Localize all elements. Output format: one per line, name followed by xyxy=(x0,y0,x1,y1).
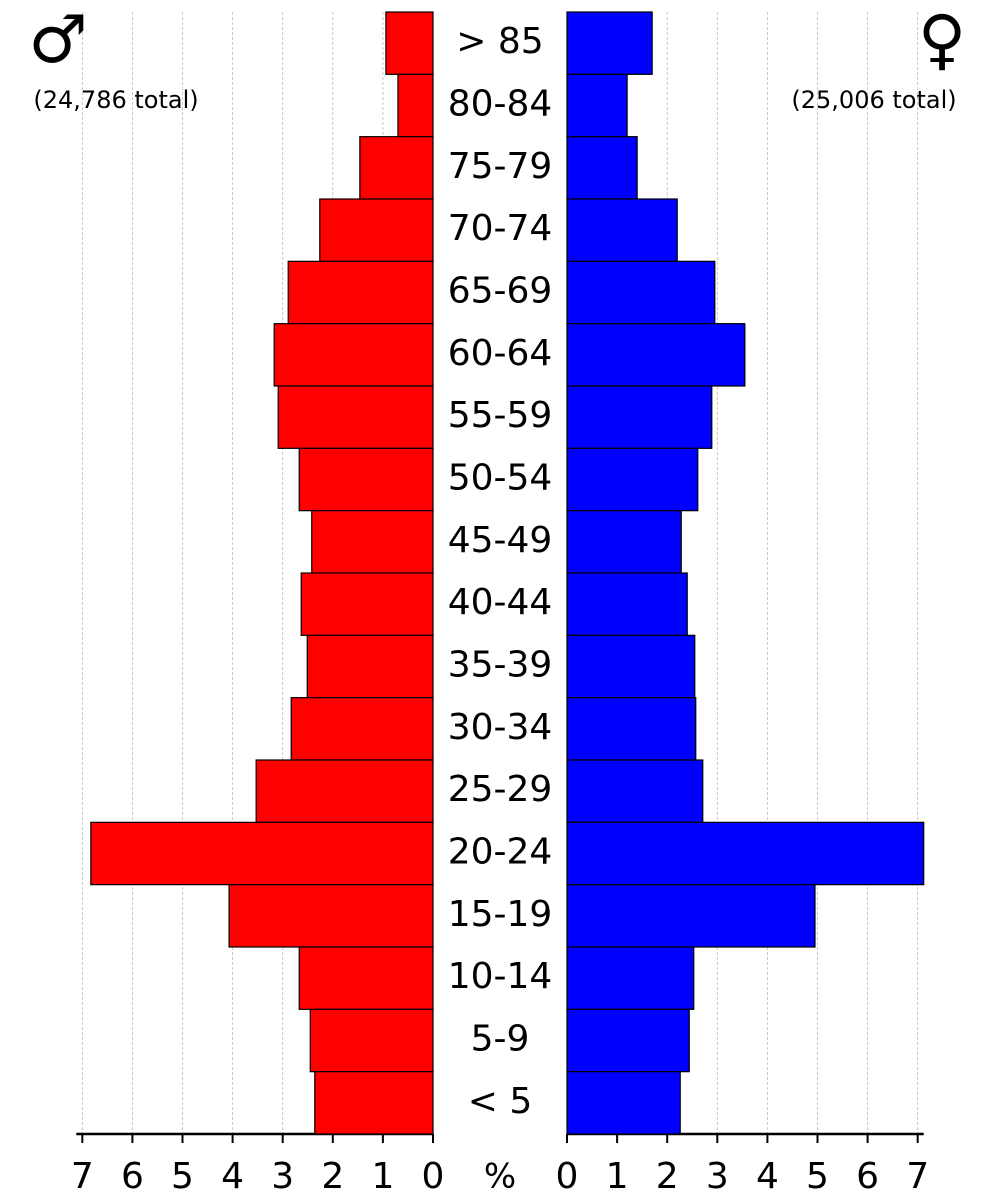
x-tick-label: 5 xyxy=(806,1156,829,1197)
bar xyxy=(566,1008,690,1073)
x-tick-label: 6 xyxy=(856,1156,879,1197)
bar xyxy=(566,697,697,761)
category-label: 5-9 xyxy=(471,1019,530,1060)
x-tick-label: 1 xyxy=(606,1156,629,1197)
male-total: (24,786 total) xyxy=(33,86,198,114)
x-tick-label: 2 xyxy=(656,1156,679,1197)
bar xyxy=(566,572,688,636)
category-label: 75-79 xyxy=(448,146,553,187)
bar xyxy=(566,136,638,200)
bar xyxy=(277,385,434,449)
x-tick-label: 4 xyxy=(756,1156,779,1197)
bar xyxy=(273,323,434,387)
male-symbol: ♂ xyxy=(28,1,87,78)
bar xyxy=(397,73,434,138)
category-label: 15-19 xyxy=(448,894,553,935)
bar xyxy=(566,385,713,449)
x-tick-label: 3 xyxy=(706,1156,729,1197)
bar xyxy=(306,634,434,699)
x-tick-label: 0 xyxy=(556,1156,579,1197)
x-tick-label: 2 xyxy=(321,1156,344,1197)
category-label: 25-29 xyxy=(448,769,553,810)
category-label: 70-74 xyxy=(448,208,553,249)
category-label: 10-14 xyxy=(448,956,553,997)
female-total: (25,006 total) xyxy=(791,86,956,114)
bar xyxy=(385,11,434,75)
category-label: 50-54 xyxy=(448,458,553,499)
category-label: 35-39 xyxy=(448,645,553,686)
bar xyxy=(566,510,682,574)
x-tick-label: 0 xyxy=(422,1156,445,1197)
bar xyxy=(566,1071,681,1135)
category-label: > 85 xyxy=(456,21,543,62)
bar xyxy=(566,634,696,699)
category-label: < 5 xyxy=(468,1081,533,1122)
category-label: 30-34 xyxy=(448,707,553,748)
bar xyxy=(566,759,704,823)
x-tick-label: 4 xyxy=(221,1156,244,1197)
bar xyxy=(298,447,434,512)
category-label: 80-84 xyxy=(448,84,553,125)
x-tick-label: 1 xyxy=(371,1156,394,1197)
x-tick-label: 7 xyxy=(906,1156,929,1197)
x-tick-label: 6 xyxy=(121,1156,144,1197)
x-tick-label: 7 xyxy=(71,1156,94,1197)
bar xyxy=(566,946,695,1010)
bar xyxy=(566,73,628,138)
female-symbol: ♀ xyxy=(918,1,966,78)
bar xyxy=(566,260,716,325)
bar xyxy=(287,260,434,325)
category-label: 65-69 xyxy=(448,271,553,312)
category-label: 45-49 xyxy=(448,520,553,561)
bar xyxy=(290,697,434,761)
bar xyxy=(566,821,925,886)
bar xyxy=(311,510,434,574)
axis-unit: % xyxy=(484,1157,516,1197)
bar xyxy=(300,572,434,636)
bar xyxy=(359,136,434,200)
bar xyxy=(566,447,699,512)
bar xyxy=(566,884,816,948)
category-label: 55-59 xyxy=(448,395,553,436)
bar xyxy=(566,11,653,75)
bar xyxy=(566,323,746,387)
bar xyxy=(309,1008,434,1073)
bar xyxy=(90,821,434,886)
bar xyxy=(566,198,678,262)
bar xyxy=(314,1071,434,1135)
category-label: 40-44 xyxy=(448,582,553,623)
category-label: 60-64 xyxy=(448,333,553,374)
category-label: 20-24 xyxy=(448,832,553,873)
bar xyxy=(228,884,434,948)
bar xyxy=(319,198,434,262)
x-tick-label: 3 xyxy=(271,1156,294,1197)
bar xyxy=(255,759,434,823)
bar xyxy=(298,946,434,1010)
x-tick-label: 5 xyxy=(171,1156,194,1197)
